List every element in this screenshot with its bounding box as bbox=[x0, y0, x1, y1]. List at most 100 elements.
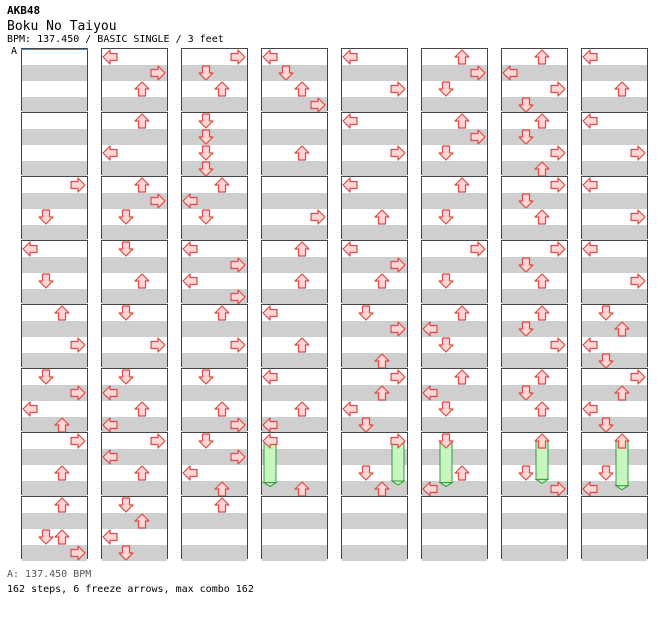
beat-band bbox=[102, 481, 167, 497]
measure bbox=[501, 240, 568, 305]
beat-band bbox=[262, 65, 327, 81]
beat-band bbox=[22, 321, 87, 337]
up-arrow bbox=[534, 433, 550, 449]
right-arrow bbox=[550, 81, 566, 97]
beat-band bbox=[182, 353, 247, 369]
up-arrow bbox=[214, 305, 230, 321]
measure bbox=[21, 368, 88, 433]
measure bbox=[581, 432, 648, 497]
beat-band bbox=[582, 97, 647, 113]
up-arrow bbox=[134, 81, 150, 97]
measure bbox=[181, 112, 248, 177]
beat-band bbox=[342, 513, 407, 529]
up-arrow bbox=[54, 529, 70, 545]
beat-band bbox=[182, 513, 247, 529]
beat-band bbox=[102, 449, 167, 465]
measure bbox=[341, 176, 408, 241]
up-arrow bbox=[134, 465, 150, 481]
measure bbox=[421, 432, 488, 497]
beat-band bbox=[22, 225, 87, 241]
measure bbox=[181, 304, 248, 369]
down-arrow bbox=[598, 465, 614, 481]
up-arrow bbox=[214, 401, 230, 417]
up-arrow bbox=[134, 401, 150, 417]
measure bbox=[101, 112, 168, 177]
beat-band bbox=[422, 129, 487, 145]
up-arrow bbox=[214, 81, 230, 97]
up-arrow bbox=[374, 273, 390, 289]
left-arrow bbox=[102, 529, 118, 545]
up-arrow bbox=[614, 433, 630, 449]
beat-band bbox=[182, 289, 247, 305]
measure bbox=[501, 48, 568, 113]
beat-band bbox=[182, 545, 247, 561]
artist-name: AKB48 bbox=[7, 4, 41, 17]
beat-band bbox=[422, 417, 487, 433]
beat-band bbox=[342, 385, 407, 401]
beat-band bbox=[22, 97, 87, 113]
beat-band bbox=[502, 129, 567, 145]
down-arrow bbox=[38, 529, 54, 545]
beat-band bbox=[262, 225, 327, 241]
beat-band bbox=[22, 545, 87, 561]
measure bbox=[501, 304, 568, 369]
measure bbox=[21, 112, 88, 177]
beat-band bbox=[342, 257, 407, 273]
beat-band bbox=[582, 289, 647, 305]
down-arrow bbox=[438, 273, 454, 289]
left-arrow bbox=[342, 401, 358, 417]
left-arrow bbox=[582, 241, 598, 257]
beat-band bbox=[262, 129, 327, 145]
beat-band bbox=[502, 481, 567, 497]
beat-band bbox=[182, 129, 247, 145]
down-arrow bbox=[358, 305, 374, 321]
beat-band bbox=[22, 161, 87, 177]
beat-band bbox=[582, 257, 647, 273]
measure bbox=[181, 48, 248, 113]
down-arrow bbox=[358, 465, 374, 481]
up-arrow bbox=[534, 113, 550, 129]
left-arrow bbox=[342, 113, 358, 129]
beat-band bbox=[502, 225, 567, 241]
measure bbox=[181, 496, 248, 561]
beat-band bbox=[422, 257, 487, 273]
up-arrow bbox=[454, 305, 470, 321]
left-arrow bbox=[342, 49, 358, 65]
beat-band bbox=[22, 513, 87, 529]
down-arrow bbox=[198, 209, 214, 225]
beat-band bbox=[342, 481, 407, 497]
up-arrow bbox=[294, 337, 310, 353]
beat-band bbox=[262, 353, 327, 369]
beat-band bbox=[342, 225, 407, 241]
measure bbox=[101, 304, 168, 369]
down-arrow bbox=[198, 145, 214, 161]
beat-band bbox=[262, 257, 327, 273]
measure bbox=[341, 48, 408, 113]
beat-band bbox=[342, 321, 407, 337]
beat-band bbox=[102, 257, 167, 273]
up-arrow bbox=[294, 273, 310, 289]
beat-band bbox=[22, 257, 87, 273]
song-title: Boku No Taiyou bbox=[7, 19, 117, 34]
beat-band bbox=[582, 417, 647, 433]
beat-band bbox=[502, 385, 567, 401]
beat-band bbox=[102, 161, 167, 177]
beat-band bbox=[262, 385, 327, 401]
beat-band bbox=[502, 289, 567, 305]
beat-band bbox=[182, 321, 247, 337]
left-arrow bbox=[22, 401, 38, 417]
beat-band bbox=[582, 545, 647, 561]
right-arrow bbox=[230, 337, 246, 353]
right-arrow bbox=[390, 145, 406, 161]
beat-band bbox=[262, 321, 327, 337]
beat-band bbox=[262, 97, 327, 113]
up-arrow bbox=[294, 145, 310, 161]
beat-band bbox=[22, 65, 87, 81]
measure bbox=[421, 304, 488, 369]
measure bbox=[181, 368, 248, 433]
up-arrow bbox=[454, 369, 470, 385]
up-arrow bbox=[454, 177, 470, 193]
down-arrow bbox=[598, 305, 614, 321]
beat-band bbox=[22, 481, 87, 497]
left-arrow bbox=[262, 305, 278, 321]
